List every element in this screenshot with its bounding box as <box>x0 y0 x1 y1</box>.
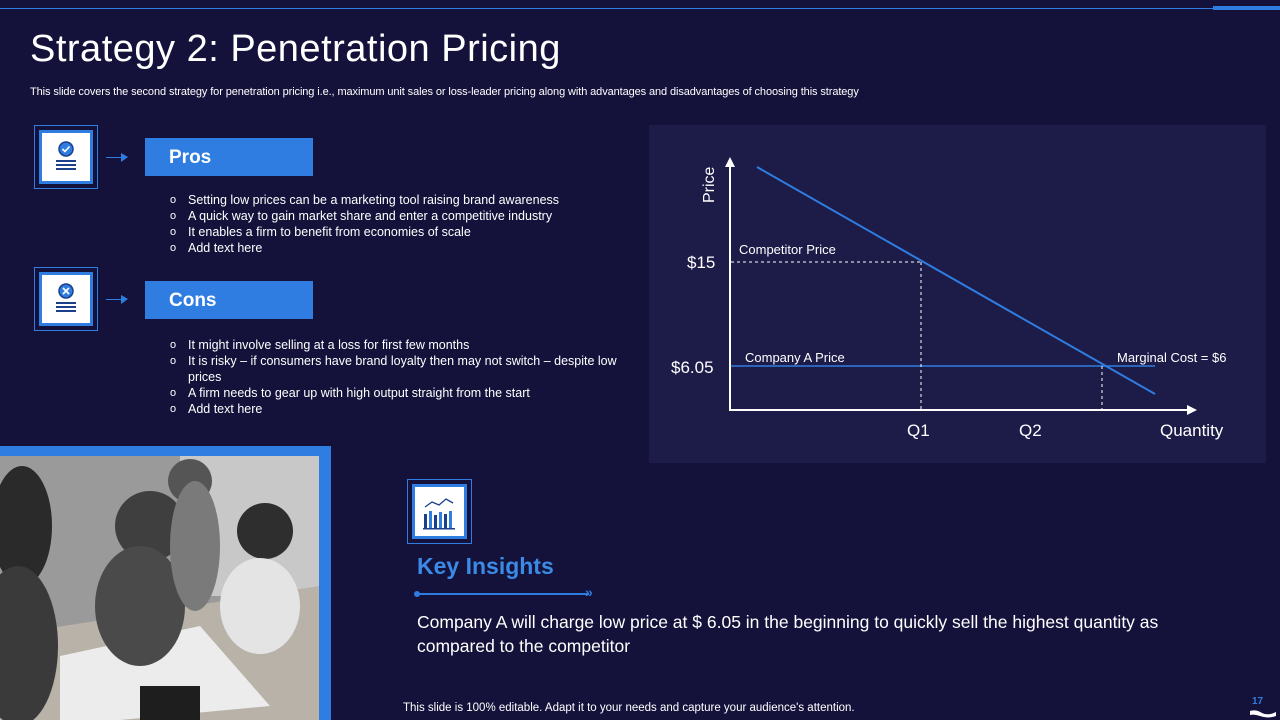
cons-item: It is risky – if consumers have brand lo… <box>170 353 630 385</box>
y-axis-arrowhead <box>725 157 735 167</box>
company-a-price-annotation: Company A Price <box>745 350 845 365</box>
demand-line <box>756 166 1156 395</box>
y-tick-label: $6.05 <box>671 358 714 377</box>
x-axis-arrowhead <box>1187 405 1197 415</box>
pricing-chart: Price Quantity $15 $6.05 Q1 Q2 Competito… <box>671 157 1226 440</box>
insights-divider <box>414 591 589 597</box>
pros-list: Setting low prices can be a marketing to… <box>170 192 630 256</box>
cons-item: It might involve selling at a loss for f… <box>170 337 630 353</box>
cons-connector-arrow <box>106 295 128 304</box>
x-axis-label: Quantity <box>1160 421 1224 440</box>
y-axis-label: Price <box>701 166 718 203</box>
page-number: 17 <box>1252 696 1264 707</box>
cons-item: A firm needs to gear up with high output… <box>170 385 630 401</box>
insights-text: Company A will charge low price at $ 6.0… <box>417 612 1159 656</box>
slide-subtitle: This slide covers the second strategy fo… <box>30 86 859 98</box>
insights-icon-frame <box>407 479 472 544</box>
cons-icon-frame <box>34 267 98 331</box>
pros-item: Setting low prices can be a marketing to… <box>170 192 630 208</box>
bar-chart-icon <box>423 498 455 530</box>
top-accent-bar <box>1213 6 1280 10</box>
team-meeting-photo <box>0 456 319 720</box>
footer-note: This slide is 100% editable. Adapt it to… <box>403 702 855 714</box>
competitor-price-annotation: Competitor Price <box>739 242 836 257</box>
pricing-chart-panel: Price Quantity $15 $6.05 Q1 Q2 Competito… <box>649 125 1266 463</box>
cons-item: Add text here <box>170 401 630 417</box>
cons-label: Cons <box>145 281 313 319</box>
pros-connector-arrow <box>106 153 128 162</box>
pros-item: A quick way to gain market share and ent… <box>170 208 630 224</box>
slide-title: Strategy 2: Penetration Pricing <box>30 28 561 70</box>
hand-logo-icon <box>1250 710 1276 718</box>
document-cross-icon <box>56 283 76 312</box>
marginal-cost-annotation: Marginal Cost = $6 <box>1117 350 1226 365</box>
cons-list: It might involve selling at a loss for f… <box>170 337 630 417</box>
x-tick-label: Q1 <box>907 421 930 440</box>
y-tick-label: $15 <box>687 253 715 272</box>
pros-item: It enables a firm to benefit from econom… <box>170 224 630 240</box>
insights-title: Key Insights <box>417 553 554 579</box>
pros-item: Add text here <box>170 240 630 256</box>
x-tick-label: Q2 <box>1019 421 1042 440</box>
top-rule <box>0 8 1280 9</box>
document-check-icon <box>56 141 76 170</box>
pros-label: Pros <box>145 138 313 176</box>
chevron-right-icon: » <box>585 584 592 600</box>
pros-icon-frame <box>34 125 98 189</box>
team-meeting-image <box>0 456 319 720</box>
